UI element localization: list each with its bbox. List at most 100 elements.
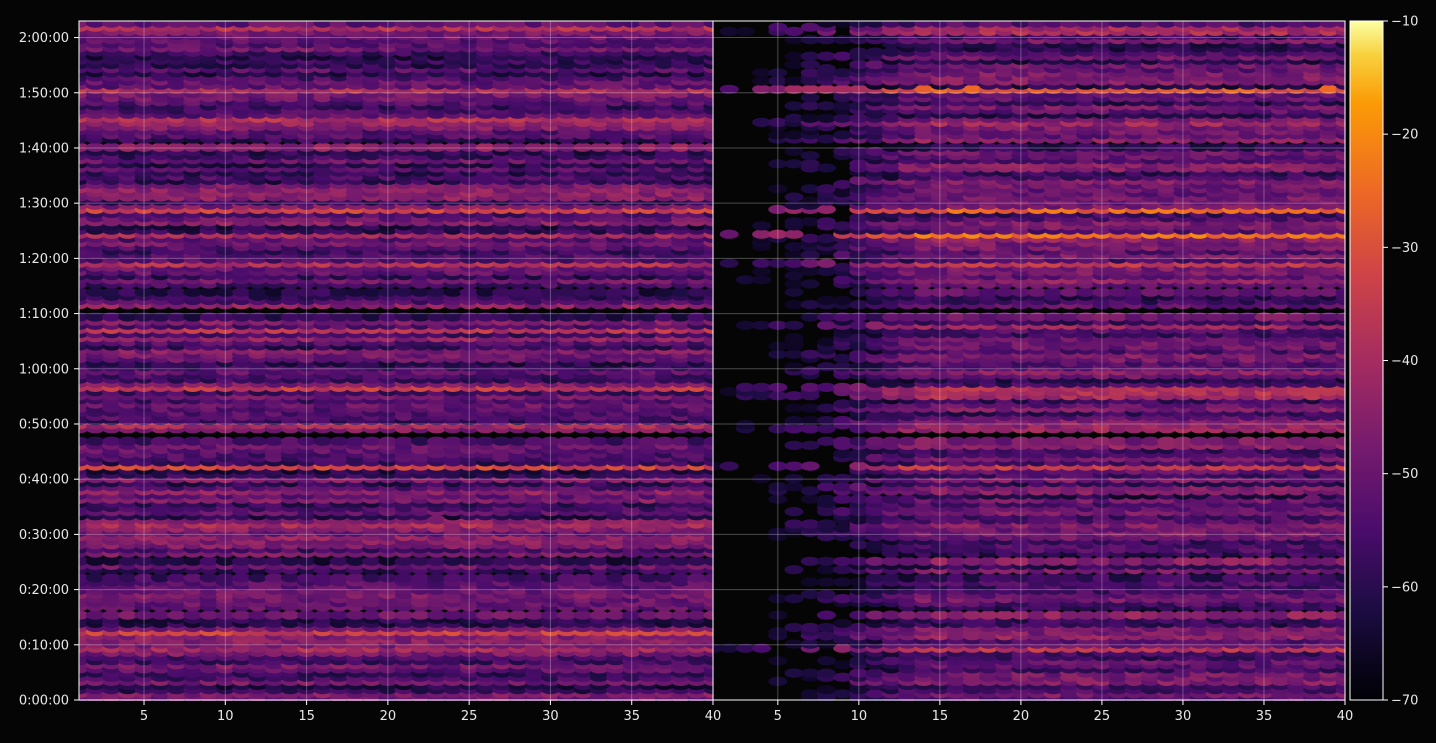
heatmap-cell [573, 287, 593, 297]
heatmap-cell [443, 436, 463, 446]
heatmap-cell [85, 573, 105, 583]
heatmap-cell [329, 287, 349, 297]
heatmap-cell [248, 610, 268, 620]
heatmap-cell [329, 610, 349, 620]
heatmap-cell [671, 573, 690, 583]
heatmap-cell [394, 556, 414, 566]
heatmap-cell [280, 610, 300, 620]
heatmap-cell [118, 556, 138, 566]
heatmap-cell [687, 436, 707, 446]
heatmap-cell [589, 573, 609, 583]
heatmap-cell [85, 436, 105, 446]
heatmap-cell [118, 287, 138, 297]
heatmap-cell [557, 610, 577, 620]
heatmap-cell [118, 610, 138, 620]
heatmap-cell [671, 556, 690, 566]
heatmap-cell [329, 436, 349, 446]
heatmap-cell [524, 436, 544, 446]
heatmap-cell [183, 573, 203, 583]
heatmap-cell [671, 610, 690, 620]
heatmap-cell [557, 573, 577, 583]
heatmap-cell [427, 515, 447, 525]
heatmap-cell [232, 573, 252, 583]
heatmap-cell [508, 556, 528, 566]
heatmap-cell [183, 556, 203, 566]
heatmap-cell [508, 610, 528, 620]
heatmap-cell [410, 610, 430, 620]
heatmap-cell [475, 573, 495, 583]
heatmap-cell [427, 287, 447, 297]
heatmap-cell [410, 556, 430, 566]
heatmap-cell [443, 573, 463, 583]
heatmap-cell [199, 610, 219, 620]
heatmap-cell [215, 610, 235, 620]
heatmap-cell [345, 610, 365, 620]
heatmap-cell [199, 556, 219, 566]
heatmap-cell [606, 287, 625, 297]
heatmap-cell [362, 556, 382, 566]
heatmap-cell [394, 287, 414, 297]
heatmap-cell [297, 610, 317, 620]
heatmap-cell [264, 573, 284, 583]
heatmap-cell [524, 573, 544, 583]
heatmap-cell [410, 436, 430, 446]
heatmap-cell [378, 610, 398, 620]
heatmap-cell [264, 287, 284, 297]
heatmap-cell [475, 610, 495, 620]
heatmap-cell [313, 573, 333, 583]
heatmap-cell [687, 573, 707, 583]
heatmap-cell [443, 610, 463, 620]
heatmap-cell [183, 287, 203, 297]
heatmap-cell [573, 573, 593, 583]
heatmap-cell [638, 610, 658, 620]
heatmap-cell [167, 610, 186, 620]
heatmap-cell [183, 436, 203, 446]
heatmap-cell [102, 436, 121, 446]
heatmap-cell [362, 573, 382, 583]
heatmap-cell [329, 573, 349, 583]
heatmap-cell [654, 436, 674, 446]
heatmap-cell [654, 287, 674, 297]
heatmap-cell [589, 610, 609, 620]
heatmap-cell [329, 556, 349, 566]
heatmap-cell [118, 573, 138, 583]
heatmap-cell [540, 556, 560, 566]
heatmap-cell [524, 610, 544, 620]
heatmap-cell [410, 573, 430, 583]
heatmap-cells-left [79, 21, 713, 701]
heatmap-cell [313, 287, 333, 297]
heatmap-cell [492, 287, 512, 297]
heatmap-cell [102, 610, 121, 620]
heatmap-cell [248, 436, 268, 446]
heatmap-cell [167, 436, 186, 446]
heatmap-cell [703, 573, 713, 583]
heatmap-cell [118, 436, 138, 446]
heatmap-cell [280, 556, 300, 566]
heatmap-cell [492, 610, 512, 620]
heatmap-cell [606, 556, 625, 566]
heatmap-cell [606, 610, 625, 620]
heatmap-cell [427, 610, 447, 620]
heatmap-cell [443, 287, 463, 297]
heatmap-cell [345, 556, 365, 566]
heatmap-cell [475, 556, 495, 566]
heatmap-cell [150, 436, 170, 446]
heatmap-cell [394, 436, 414, 446]
heatmap-cell [345, 287, 365, 297]
heatmap-cell [459, 610, 479, 620]
heatmap-cell [687, 556, 707, 566]
heatmap-cell [394, 610, 414, 620]
heatmap-cell [313, 556, 333, 566]
heatmap-cell [638, 436, 658, 446]
heatmap-cell [248, 573, 268, 583]
heatmap-cell [703, 556, 713, 566]
heatmap-cell [134, 610, 154, 620]
heatmap-cell [443, 556, 463, 566]
heatmap-cell [703, 610, 713, 620]
heatmap-cell [378, 556, 398, 566]
heatmap-cell [150, 469, 170, 479]
heatmap-cell [427, 436, 447, 446]
heatmap-cell [79, 610, 89, 620]
